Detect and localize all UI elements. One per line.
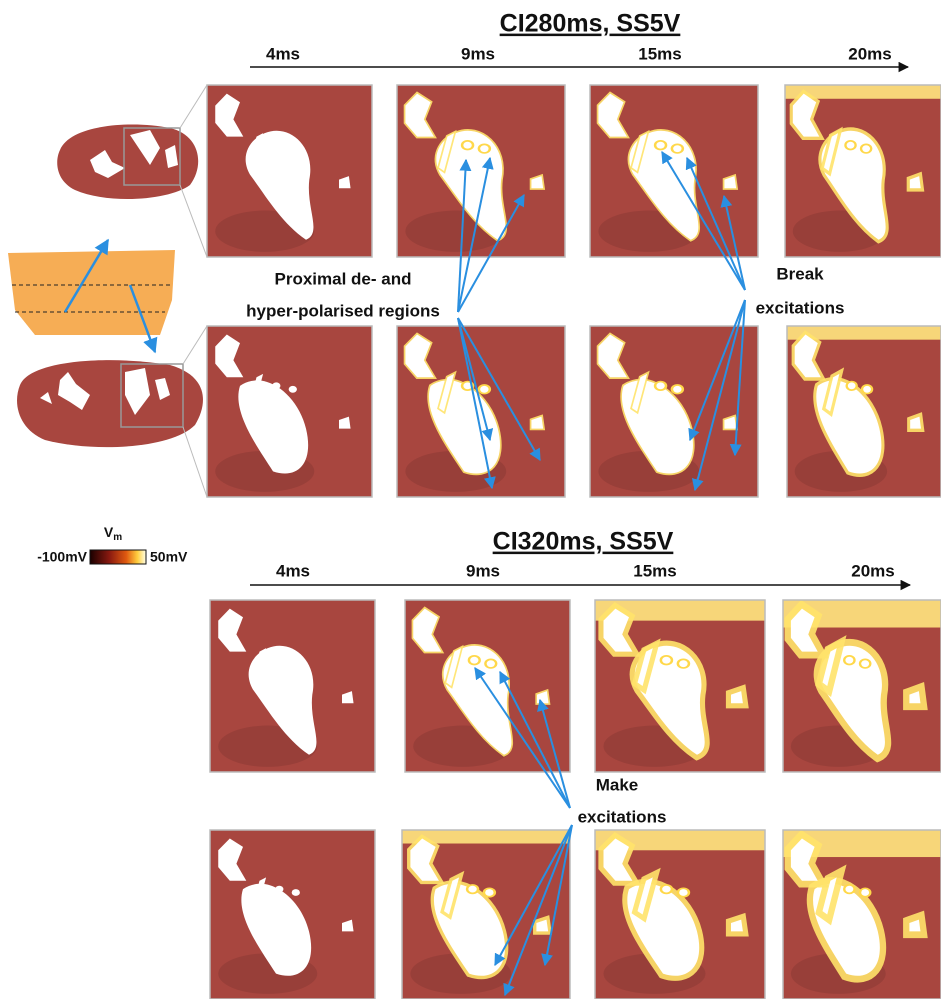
arrow: [537, 698, 571, 809]
arrow: [457, 156, 494, 313]
simulation-panel: [209, 829, 376, 999]
arrow: [688, 299, 746, 442]
symbol: V: [104, 524, 114, 540]
arrow: [729, 299, 746, 457]
arrow: [503, 824, 573, 997]
arrow: [661, 150, 746, 291]
arrow: [474, 667, 571, 809]
subscript: m: [113, 532, 122, 543]
section-title: CI320ms, SS5V: [493, 528, 674, 556]
arrow: [457, 317, 541, 462]
annotation: Make: [596, 775, 639, 794]
arrow: [541, 824, 573, 967]
time-label: 4ms: [266, 44, 300, 63]
annotation-arrows: [457, 150, 746, 997]
colorbar-max: 50mV: [150, 549, 188, 565]
simulation-panel: [784, 84, 941, 258]
time-label: 4ms: [276, 561, 310, 580]
time-label: 20ms: [851, 561, 894, 580]
simulation-panel: [786, 325, 941, 498]
heart-overview: [8, 84, 208, 498]
simulation-panel: [594, 829, 766, 999]
annotation: excitations: [578, 807, 667, 826]
simulation-panel: [782, 599, 941, 773]
annotation: excitations: [756, 298, 845, 317]
arrow: [494, 824, 573, 967]
arrow: [720, 194, 746, 291]
arrow: [691, 299, 746, 492]
annotation: Proximal de- and: [275, 269, 412, 288]
simulation-panel: [206, 325, 373, 498]
simulation-panel: [396, 84, 566, 258]
time-label: 15ms: [638, 44, 681, 63]
simulation-panel: [589, 325, 759, 498]
simulation-panel: [209, 599, 376, 773]
arrow: [457, 158, 472, 313]
arrow: [457, 317, 494, 442]
arrow: [499, 670, 571, 809]
colorbar-min: -100mV: [37, 549, 87, 565]
simulation-panel: [401, 829, 571, 999]
panel-grid: [206, 84, 941, 999]
arrow: [457, 193, 525, 313]
time-label: 9ms: [461, 44, 495, 63]
time-label: 15ms: [633, 561, 676, 580]
time-label: 20ms: [848, 44, 891, 63]
simulation-panel: [206, 84, 373, 258]
simulation-panel: [594, 599, 766, 773]
section-title: CI280ms, SS5V: [500, 10, 681, 38]
simulation-panel: [782, 829, 941, 999]
annotation: Break: [776, 264, 824, 283]
simulation-panel: [396, 325, 566, 498]
colorbar-gradient: [89, 549, 147, 565]
annotation: hyper-polarised regions: [246, 301, 440, 320]
arrow: [685, 156, 746, 291]
colorbar: Vm -100mV 50mV: [37, 524, 188, 565]
colorbar-symbol: Vm: [104, 524, 122, 543]
time-label: 9ms: [466, 561, 500, 580]
arrow: [457, 317, 496, 490]
